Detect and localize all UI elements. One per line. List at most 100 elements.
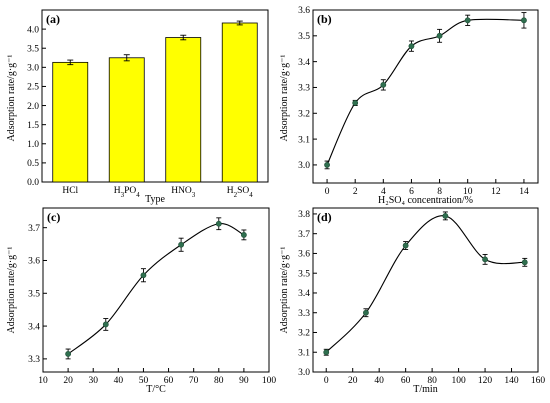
data-point — [436, 32, 443, 39]
series-curve — [326, 18, 524, 166]
data-point — [178, 241, 185, 248]
data-point — [324, 162, 330, 168]
x-tick-label: 80 — [427, 376, 437, 386]
x-tick-label: 20 — [63, 376, 73, 386]
x-tick-label: 6 — [409, 187, 414, 197]
y-tick-label: 0.5 — [27, 159, 39, 169]
x-tick-label: 50 — [139, 376, 149, 386]
y-tick-label: 3.2 — [298, 109, 310, 119]
y-tick-label: 3.2 — [298, 329, 310, 339]
x-tick-label: 4 — [381, 187, 386, 197]
x-tick-label: 40 — [114, 376, 124, 386]
x-tick-label: 160 — [531, 376, 546, 386]
x-axis-label: T/min — [413, 384, 437, 395]
x-tick-label: 14 — [519, 187, 529, 197]
y-tick-label: 3.8 — [298, 210, 310, 220]
plot-frame — [42, 207, 270, 373]
x-tick-label: 30 — [88, 376, 98, 386]
y-tick-label: 3.0 — [298, 161, 310, 171]
y-axis-label: Adsorption rate/g·g⁻¹ — [279, 55, 290, 142]
x-tick-label: H2SO4 — [227, 186, 254, 199]
x-tick-label: 100 — [451, 376, 466, 386]
plot-frame — [312, 207, 539, 373]
y-tick-label: 3.1 — [298, 348, 310, 358]
data-point — [380, 81, 387, 88]
y-tick-label: 2.5 — [27, 83, 39, 93]
x-tick-label: 40 — [374, 376, 384, 386]
panel-label: (c) — [47, 210, 60, 224]
x-tick-label: 120 — [478, 376, 493, 386]
data-point — [442, 213, 449, 219]
y-tick-label: 0.0 — [27, 178, 39, 188]
data-point — [408, 43, 415, 50]
panel-label: (a) — [46, 12, 60, 26]
x-tick-label: 20 — [348, 376, 358, 386]
y-tick-label: 3.5 — [27, 44, 39, 54]
plot-frame — [41, 9, 269, 183]
data-point — [323, 349, 330, 356]
x-tick-label: HNO3 — [171, 186, 196, 199]
y-tick-label: 3.5 — [28, 289, 40, 299]
x-tick-label: 90 — [239, 376, 249, 386]
y-tick-label: 3.6 — [298, 6, 310, 16]
y-tick-label: 3.3 — [298, 84, 310, 94]
y-tick-label: 2.0 — [27, 102, 39, 112]
y-tick-label: 3.4 — [298, 58, 310, 68]
y-tick-label: 4.0 — [27, 25, 39, 35]
series-curve — [325, 215, 525, 353]
y-axis-label: Adsorption rate/g·g⁻¹ — [279, 247, 290, 334]
x-tick-label: HCl — [62, 186, 78, 196]
x-axis-label: Type — [145, 194, 165, 205]
y-tick-label: 3.1 — [298, 135, 310, 145]
y-tick-label: 3.0 — [298, 368, 310, 378]
data-point — [464, 17, 471, 24]
x-tick-label: H3PO4 — [114, 186, 141, 199]
x-tick-label: 10 — [38, 376, 48, 386]
x-tick-label: 0 — [325, 187, 330, 197]
y-tick-label: 3.4 — [298, 289, 310, 299]
y-tick-label: 3.7 — [28, 224, 40, 234]
y-tick-label: 3.3 — [28, 355, 40, 365]
y-tick-label: 3.5 — [298, 269, 310, 279]
bar-h2so4 — [221, 22, 258, 183]
x-tick-label: 80 — [214, 376, 224, 386]
data-point — [402, 242, 409, 249]
y-axis-label: Adsorption rate/g·g⁻¹ — [6, 247, 17, 334]
x-axis-label: T/°C — [146, 384, 166, 395]
panel-d: 3.0 3.1 3.2 3.3 3.4 3.5 3.6 3.7 3.8 0 20 40 60 80 100 1… — [279, 207, 546, 395]
data-point — [363, 309, 369, 316]
y-tick-label: 3.6 — [28, 257, 40, 267]
y-tick-label: 1.5 — [27, 121, 39, 131]
data-point — [215, 220, 222, 227]
bar-h3po4 — [108, 57, 145, 183]
y-tick-label: 3.4 — [28, 322, 40, 332]
series-curve — [67, 223, 245, 355]
y-tick-label: 1.0 — [27, 140, 39, 150]
x-axis-label: H₂SO₄ concentration/% — [378, 195, 473, 206]
bar-hno3 — [165, 37, 202, 183]
panel-label: (b) — [317, 12, 332, 26]
x-tick-label: 8 — [437, 187, 442, 197]
x-tick-label: 0 — [324, 376, 329, 386]
x-tick-label: 10 — [463, 187, 473, 197]
bar-hcl — [52, 61, 89, 183]
data-point — [521, 17, 527, 24]
panel-b: 3.0 3.1 3.2 3.3 3.4 3.5 3.6 0 2 4 6 8 10 12 14 H₂SO₄ co… — [279, 6, 539, 206]
data-point — [65, 351, 72, 357]
y-tick-label: 3.5 — [298, 32, 310, 42]
x-tick-label: 60 — [401, 376, 411, 386]
y-axis-label: Adsorption rate/g·g⁻¹ — [6, 55, 17, 142]
y-tick-label: 3.7 — [298, 230, 310, 240]
y-tick-label: 3.6 — [298, 250, 310, 260]
data-point — [102, 321, 109, 328]
panel-c: 3.3 3.4 3.5 3.6 3.7 10 20 30 40 50 60 70 80 90 100 T/°C… — [6, 207, 277, 395]
panel-a: 0.0 0.5 1.0 1.5 2.0 2.5 3.0 3.5 4.0 HCl H3PO4 HNO3 H… — [6, 9, 269, 205]
data-point — [140, 272, 147, 279]
x-tick-label: 70 — [189, 376, 199, 386]
data-point — [352, 100, 359, 106]
x-tick-label: 100 — [262, 376, 277, 386]
y-tick-label: 3.0 — [27, 64, 39, 74]
data-point — [240, 231, 247, 238]
x-tick-label: 60 — [164, 376, 174, 386]
